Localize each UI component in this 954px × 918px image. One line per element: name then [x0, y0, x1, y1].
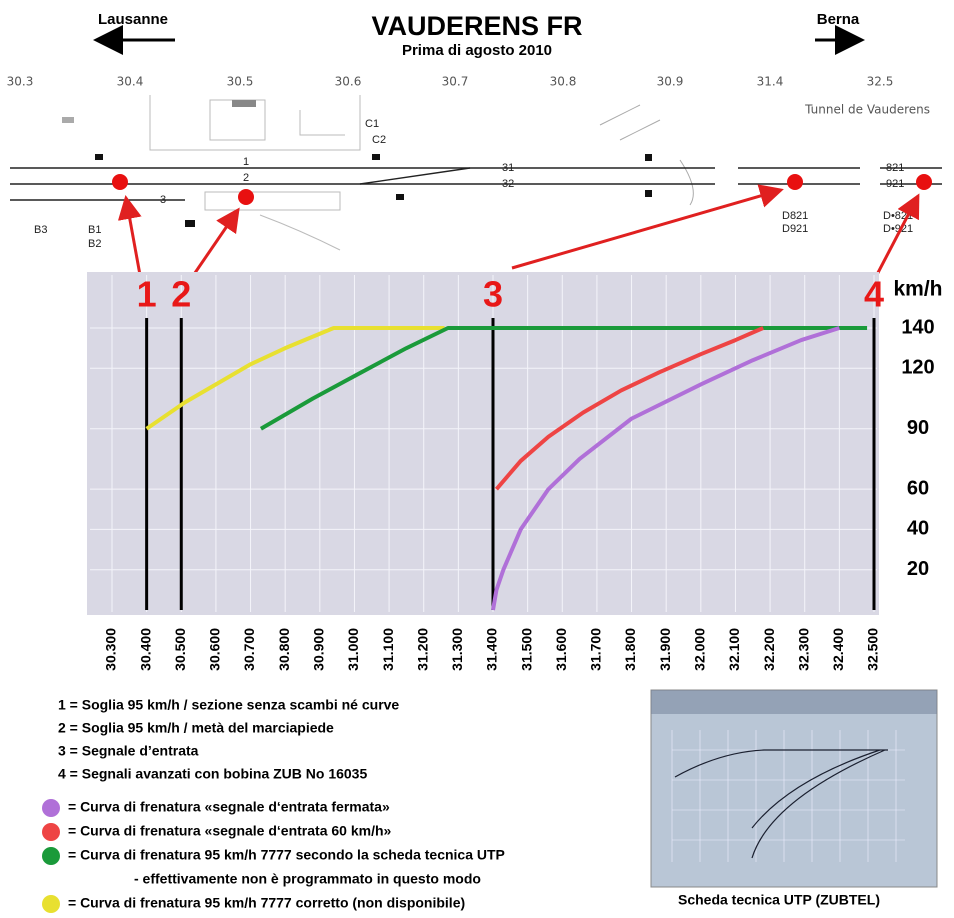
signal-icon: [372, 154, 380, 160]
signal-icon: [185, 220, 195, 227]
plot-background: [87, 272, 879, 615]
x-tick-label: 31.500: [518, 628, 534, 671]
legend-swatch: [42, 847, 60, 865]
inset-caption: Scheda tecnica UTP (ZUBTEL): [678, 892, 880, 908]
x-tick-label: 32.500: [865, 628, 881, 671]
x-tick-label: 32.100: [726, 628, 742, 671]
x-tick-label: 30.500: [172, 628, 188, 671]
inset-header: [651, 690, 937, 714]
legend-note: 1 = Soglia 95 km/h / sezione senza scamb…: [58, 697, 399, 713]
track-number: 3: [160, 194, 166, 206]
km-label: 32.5: [867, 75, 894, 89]
legend-note: 3 = Segnale d’entrata: [58, 743, 199, 759]
building: [62, 117, 74, 123]
x-tick-label: 32.400: [830, 628, 846, 671]
marker-number: 1: [137, 274, 157, 315]
marker-number: 3: [483, 274, 503, 315]
legend-label: = Curva di frenatura 95 km/h 7777 corret…: [68, 895, 465, 911]
x-tick-label: 30.600: [207, 628, 223, 671]
y-axis-label: km/h: [893, 278, 942, 301]
legend-label: = Curva di frenatura «segnale d‘entrata …: [68, 823, 392, 839]
km-label: 30.8: [550, 75, 577, 89]
x-tick-label: 31.900: [657, 628, 673, 671]
inset: Scheda tecnica UTP (ZUBTEL): [651, 690, 937, 908]
km-label: 30.9: [657, 75, 684, 89]
legend-label: = Curva di frenatura «segnale d‘entrata …: [68, 799, 390, 815]
x-tick-label: 31.600: [553, 628, 569, 671]
x-tick-label: 30.900: [311, 628, 327, 671]
location-dot: [787, 174, 803, 190]
signal-icon: [645, 154, 652, 161]
platform-outline: [205, 192, 340, 250]
legend-note: - effettivamente non è programmato in qu…: [134, 871, 481, 887]
marker-number: 4: [864, 274, 884, 315]
km-label: 30.5: [227, 75, 254, 89]
signal-label: B2: [88, 238, 101, 250]
x-tick-label: 30.700: [241, 628, 257, 671]
track-number: 921: [886, 178, 904, 190]
x-tick-label: 30.800: [276, 628, 292, 671]
km-label: 30.6: [335, 75, 362, 89]
right-direction: Berna: [817, 11, 860, 28]
legend-note: 4 = Segnali avanzati con bobina ZUB No 1…: [58, 766, 367, 782]
page: Lausanne VAUDERENS FR Prima di agosto 20…: [0, 0, 954, 913]
y-tick-label: 90: [907, 417, 929, 439]
x-tick-label: 32.300: [795, 628, 811, 671]
y-tick-label: 120: [901, 357, 934, 379]
legend-note: 2 = Soglia 95 km/h / metà del marciapied…: [58, 720, 334, 736]
track-plan: 30.3 30.4 30.5 30.6 30.7 30.8 30.9 31.4 …: [7, 75, 942, 289]
x-tick-label: 32.200: [761, 628, 777, 671]
x-tick-label: 31.400: [484, 628, 500, 671]
signal-label: D821: [782, 210, 808, 222]
legend-swatch: [42, 823, 60, 841]
signal-icon: [645, 190, 652, 197]
header: Lausanne VAUDERENS FR Prima di agosto 20…: [96, 11, 862, 59]
track: [360, 168, 470, 184]
tunnel-label: Tunnel de Vauderens: [804, 103, 930, 117]
x-tick-label: 32.000: [692, 628, 708, 671]
track-number: 31: [502, 162, 514, 174]
x-tick-label: 30.300: [103, 628, 119, 671]
legend: 1 = Soglia 95 km/h / sezione senza scamb…: [42, 697, 505, 913]
km-label: 30.3: [7, 75, 34, 89]
x-tick-label: 31.000: [345, 628, 361, 671]
km-label: 30.4: [117, 75, 144, 89]
y-tick-label: 20: [907, 558, 929, 580]
left-direction: Lausanne: [98, 11, 168, 28]
signal-icon: [396, 194, 404, 200]
y-tick-label: 140: [901, 316, 934, 338]
marker-number: 2: [171, 274, 191, 315]
subtitle: Prima di agosto 2010: [402, 42, 552, 59]
signal-icon: [95, 154, 103, 160]
km-label: 30.7: [442, 75, 469, 89]
track-number: 2: [243, 172, 249, 184]
legend-swatch: [42, 799, 60, 817]
signal-label: C2: [372, 134, 386, 146]
location-dot: [112, 174, 128, 190]
x-tick-label: 31.300: [449, 628, 465, 671]
signal-label: B1: [88, 224, 101, 236]
y-tick-label: 40: [907, 518, 929, 540]
x-tick-label: 31.200: [414, 628, 430, 671]
signal-label: C1: [365, 118, 379, 130]
legend-swatch: [42, 895, 60, 913]
title: VAUDERENS FR: [371, 11, 582, 41]
x-tick-label: 31.800: [622, 628, 638, 671]
x-tick-label: 30.400: [137, 628, 153, 671]
x-tick-label: 31.100: [380, 628, 396, 671]
track-number: 1: [243, 156, 249, 168]
signal-label: D921: [782, 223, 808, 235]
track-number: 32: [502, 178, 514, 190]
legend-label: = Curva di frenatura 95 km/h 7777 second…: [68, 847, 505, 863]
y-tick-label: 60: [907, 477, 929, 499]
building: [232, 100, 256, 107]
x-tick-label: 31.700: [588, 628, 604, 671]
track-number: 821: [886, 162, 904, 174]
location-dot: [238, 189, 254, 205]
location-dot: [916, 174, 932, 190]
signal-label: B3: [34, 224, 47, 236]
inset-image: [651, 690, 937, 887]
km-label: 31.4: [757, 75, 784, 89]
